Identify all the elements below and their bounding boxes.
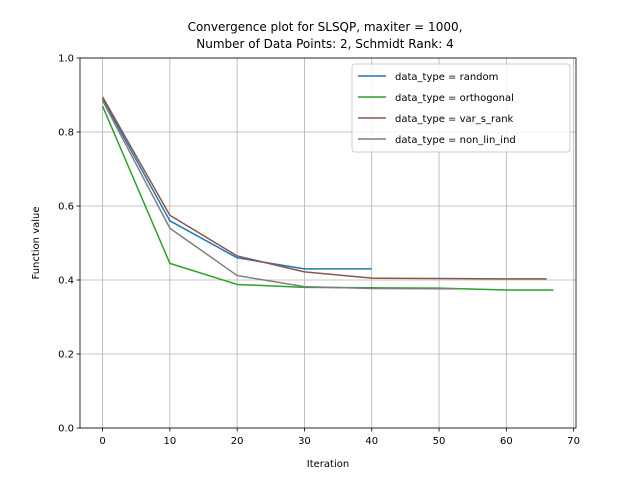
chart-title-line1: Convergence plot for SLSQP, maxiter = 10… xyxy=(188,20,463,34)
y-tick-label: 0.6 xyxy=(58,202,74,213)
series-line xyxy=(101,100,460,290)
x-axis: 0 10 20 30 40 50 60 70 xyxy=(99,428,580,447)
y-axis: 0.0 0.2 0.4 0.6 0.8 1.0 xyxy=(58,54,80,435)
y-tick-label: 0.2 xyxy=(58,350,74,361)
y-tick-label: 0.4 xyxy=(58,276,74,287)
x-tick-label: 40 xyxy=(365,436,378,447)
x-tick-label: 0 xyxy=(99,436,105,447)
legend: data_type = random data_type = orthogonal… xyxy=(351,63,571,153)
series-lines xyxy=(101,96,554,291)
legend-label: data_type = orthogonal xyxy=(395,93,514,104)
y-tick-label: 0.0 xyxy=(58,424,74,435)
legend-label: data_type = non_lin_ind xyxy=(395,135,516,146)
x-tick-label: 70 xyxy=(567,436,580,447)
x-tick-label: 60 xyxy=(500,436,513,447)
x-axis-label: Iteration xyxy=(307,459,349,470)
series-line xyxy=(101,96,547,280)
series-line xyxy=(101,98,372,270)
legend-label: data_type = random xyxy=(395,72,498,83)
legend-box xyxy=(351,63,571,153)
chart-title-line2: Number of Data Points: 2, Schmidt Rank: … xyxy=(196,37,454,51)
x-tick-label: 10 xyxy=(163,436,176,447)
legend-label: data_type = var_s_rank xyxy=(395,114,514,125)
x-tick-label: 30 xyxy=(298,436,311,447)
y-axis-label: Function value xyxy=(31,206,42,279)
x-tick-label: 50 xyxy=(433,436,446,447)
x-tick-label: 20 xyxy=(231,436,244,447)
axes-frame xyxy=(79,57,577,429)
y-tick-label: 1.0 xyxy=(58,54,74,65)
y-tick-label: 0.8 xyxy=(58,128,74,139)
